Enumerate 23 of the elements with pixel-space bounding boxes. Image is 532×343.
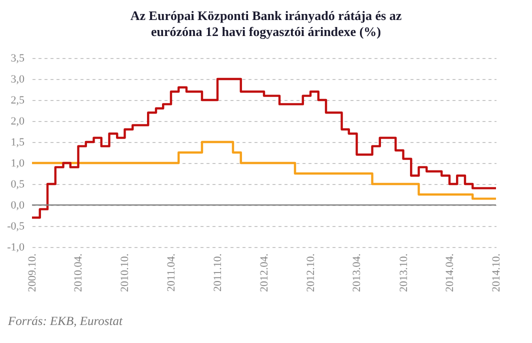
x-tick-label: 2014.04. [444, 253, 456, 292]
x-tick-label: 2012.10. [305, 253, 317, 292]
y-tick-label: 3,0 [10, 74, 25, 86]
y-tick-label: 0,0 [10, 200, 25, 212]
text: Forrás: EKB, Eurostat [8, 314, 124, 329]
x-tick-label: 2012.04. [258, 253, 270, 292]
x-tick-label: 2011.04. [165, 253, 178, 292]
y-tick-label: -1,0 [7, 242, 25, 254]
y-tick-label: 2,5 [10, 94, 25, 106]
y-tick-label: 1,5 [10, 136, 25, 148]
x-tick-label: 2010.04. [72, 253, 85, 292]
y-tick-label: 3,5 [10, 52, 25, 64]
x-tick-label: 2010.10. [119, 253, 132, 292]
x-tick-label: 2013.10. [398, 253, 410, 292]
chart-title: Az Európai Központi Bank irányadó rátája és az eurózóna 12 havi fogyasztói árindexe (%) [130, 8, 402, 39]
y-tick-label: -0,5 [7, 220, 25, 232]
y-tick-label: 2,0 [10, 116, 25, 128]
x-tick-label: 2013.04. [351, 253, 364, 292]
x-tick-label: 2011.10. [212, 253, 224, 292]
x-tick-label: 2014.10. [490, 253, 502, 292]
y-tick-label: 1,0 [10, 158, 25, 170]
x-tick-label: 2009.10. [26, 253, 38, 292]
y-tick-label: 0,5 [10, 178, 25, 190]
